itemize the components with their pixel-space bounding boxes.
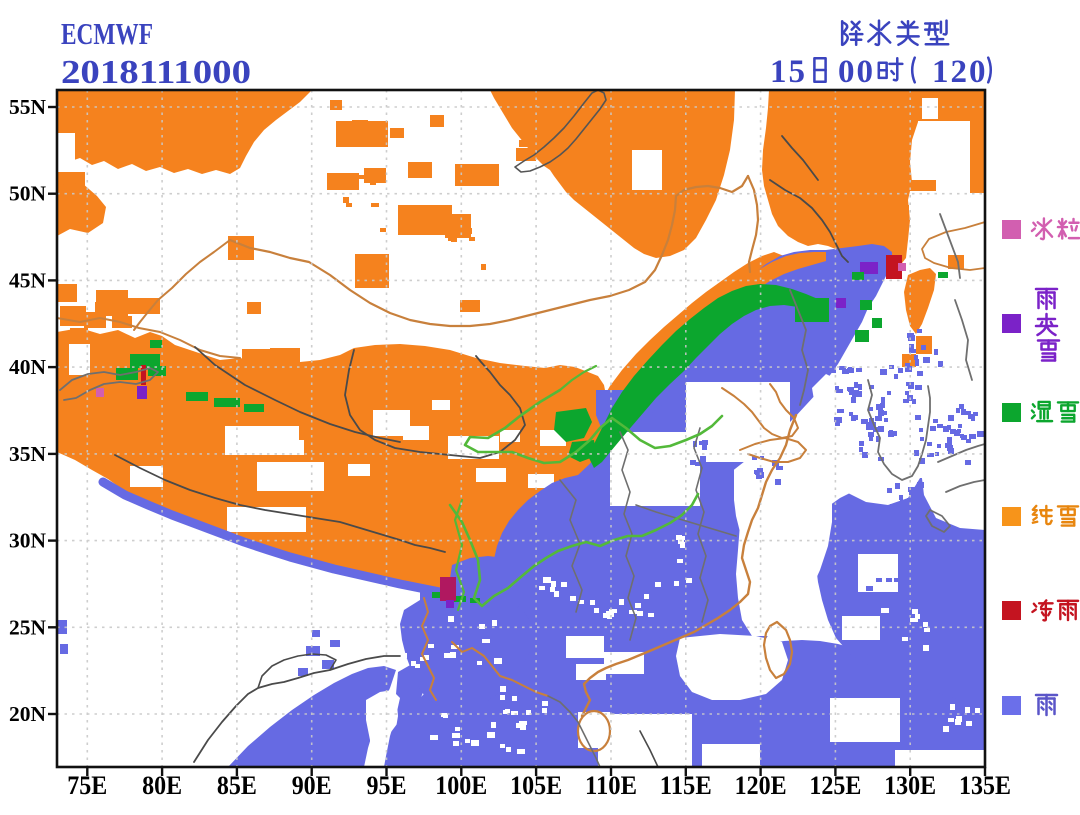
- svg-text:ECMWF: ECMWF: [61, 16, 153, 51]
- svg-text:90E: 90E: [292, 771, 332, 800]
- svg-text:130E: 130E: [884, 771, 936, 800]
- svg-text:35N: 35N: [9, 442, 46, 466]
- svg-text:55N: 55N: [9, 95, 46, 119]
- svg-text:85E: 85E: [217, 771, 257, 800]
- svg-text:135E: 135E: [959, 771, 1011, 800]
- svg-text:120: 120: [932, 54, 988, 90]
- svg-text:110E: 110E: [585, 771, 637, 800]
- svg-text:20N: 20N: [9, 702, 46, 726]
- svg-text:45N: 45N: [9, 268, 46, 292]
- svg-text:50N: 50N: [9, 182, 46, 206]
- svg-text:80E: 80E: [142, 771, 182, 800]
- svg-text:115E: 115E: [660, 771, 712, 800]
- svg-text:15: 15: [770, 54, 807, 90]
- svg-text:100E: 100E: [435, 771, 487, 800]
- svg-text:00: 00: [838, 54, 875, 90]
- svg-text:95E: 95E: [367, 771, 407, 800]
- svg-text:75E: 75E: [67, 771, 107, 800]
- svg-text:125E: 125E: [809, 771, 861, 800]
- svg-text:30N: 30N: [9, 529, 46, 553]
- svg-text:2018111000: 2018111000: [61, 54, 251, 91]
- svg-text:40N: 40N: [9, 355, 46, 379]
- svg-text:25N: 25N: [9, 615, 46, 639]
- svg-text:105E: 105E: [510, 771, 562, 800]
- svg-text:120E: 120E: [735, 771, 787, 800]
